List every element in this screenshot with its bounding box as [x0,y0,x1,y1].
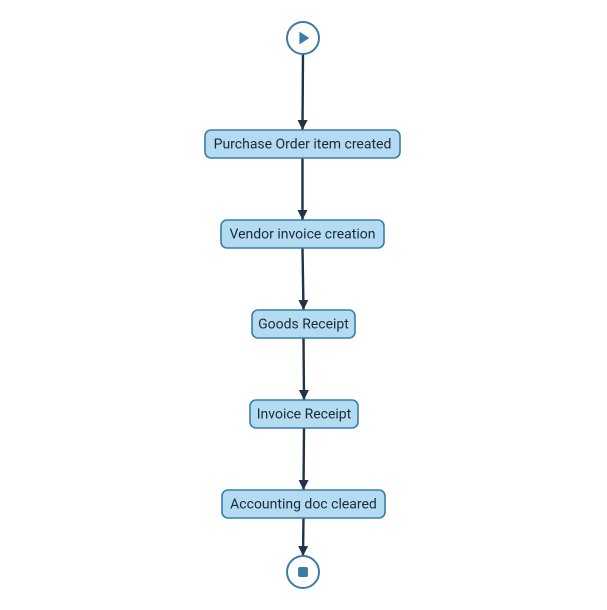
process-node-n2[interactable]: Vendor invoice creation [221,220,384,248]
edge-n5-end [303,518,304,556]
process-node-n3[interactable]: Goods Receipt [252,310,355,338]
edge-n3-n4 [304,338,305,400]
process-node-n5[interactable]: Accounting doc cleared [222,490,385,518]
edge-start-n1 [303,54,304,130]
edge-n4-n5 [304,428,305,490]
process-node-n1[interactable]: Purchase Order item created [205,130,400,158]
start-node[interactable] [287,22,319,54]
end-node[interactable] [287,556,319,588]
edge-n2-n3 [303,248,304,310]
flowchart-canvas: Purchase Order item created Vendor invoic… [0,0,607,610]
stop-icon [298,567,308,577]
process-node-n4[interactable]: Invoice Receipt [250,400,358,428]
